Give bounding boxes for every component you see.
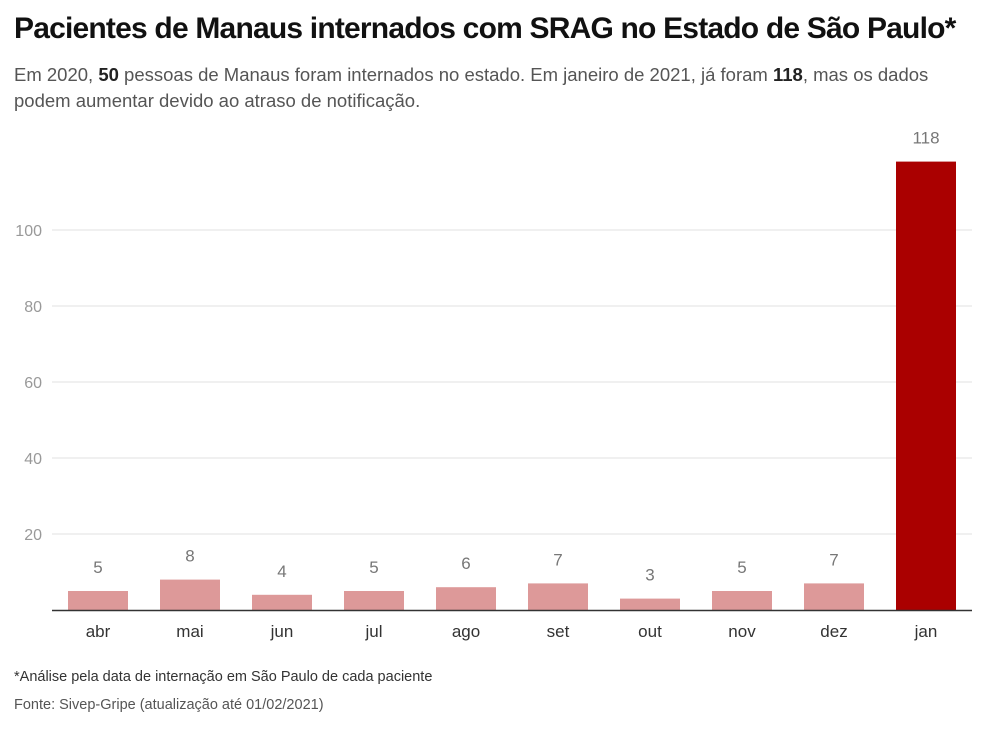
x-tick-label: jun bbox=[270, 622, 294, 641]
y-tick-label: 60 bbox=[24, 375, 42, 392]
data-label: 118 bbox=[912, 129, 939, 148]
x-tick-label: out bbox=[638, 622, 662, 641]
subtitle-highlight: 118 bbox=[772, 64, 803, 85]
x-tick-label: dez bbox=[820, 622, 847, 641]
data-label: 7 bbox=[829, 550, 838, 569]
data-label: 6 bbox=[461, 554, 470, 573]
data-label: 7 bbox=[553, 550, 562, 569]
data-label: 5 bbox=[369, 558, 378, 577]
source-note: Fonte: Sivep-Gripe (atualização até 01/0… bbox=[14, 697, 324, 713]
chart-title: Pacientes de Manaus internados com SRAG … bbox=[14, 12, 956, 45]
subtitle-highlight: 50 bbox=[98, 64, 119, 85]
bar bbox=[160, 579, 220, 610]
data-label: 8 bbox=[185, 547, 194, 566]
x-tick-label: mai bbox=[176, 622, 203, 641]
chart-subtitle: Em 2020, 50 pessoas de Manaus foram inte… bbox=[14, 62, 964, 114]
subtitle-text: , mas os dados podem aumentar devido ao … bbox=[14, 64, 929, 111]
bar bbox=[528, 583, 588, 610]
x-tick-label: nov bbox=[728, 622, 756, 641]
y-tick-label: 40 bbox=[24, 451, 42, 468]
bar bbox=[68, 591, 128, 610]
bar bbox=[712, 591, 772, 610]
x-tick-label: jul bbox=[364, 622, 382, 641]
data-label: 5 bbox=[93, 558, 102, 577]
data-label: 3 bbox=[645, 566, 654, 585]
bar bbox=[436, 587, 496, 610]
x-tick-label: ago bbox=[452, 622, 480, 641]
bar bbox=[344, 591, 404, 610]
gridlines bbox=[52, 229, 972, 535]
subtitle-text: Em 2020, bbox=[14, 64, 99, 85]
bar bbox=[620, 598, 680, 610]
x-tick-label: set bbox=[547, 622, 570, 641]
y-tick-label: 100 bbox=[15, 223, 42, 240]
footnote: *Análise pela data de internação em São … bbox=[14, 669, 433, 685]
bar bbox=[896, 161, 956, 610]
x-axis-labels: abr mai jun jul ago set out nov dez jan bbox=[86, 622, 938, 641]
data-label: 5 bbox=[737, 558, 746, 577]
x-tick-label: jan bbox=[914, 622, 938, 641]
y-tick-label: 20 bbox=[24, 527, 42, 544]
y-axis-ticks: 20 40 60 80 100 bbox=[15, 223, 42, 544]
data-label: 4 bbox=[277, 562, 286, 581]
bar bbox=[252, 594, 312, 610]
subtitle-text: pessoas de Manaus foram internados no es… bbox=[118, 64, 773, 85]
bar bbox=[804, 583, 864, 610]
y-tick-label: 80 bbox=[24, 299, 42, 316]
data-labels: 5 8 4 5 6 7 3 5 7 118 bbox=[93, 129, 939, 585]
bars bbox=[68, 161, 956, 610]
x-tick-label: abr bbox=[86, 622, 111, 641]
